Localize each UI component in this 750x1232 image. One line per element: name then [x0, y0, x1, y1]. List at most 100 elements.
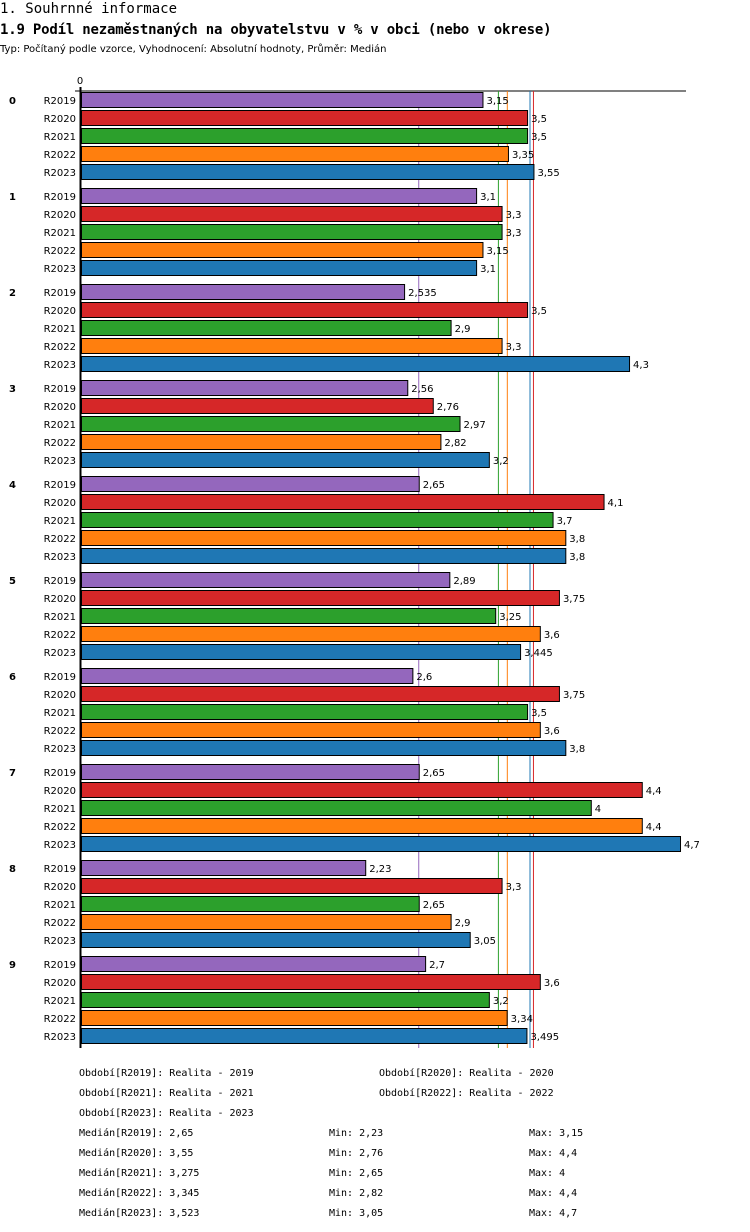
- bar-value-label: 3,25: [499, 612, 521, 623]
- bar-value-label: 2,9: [455, 918, 471, 929]
- bar-value-label: 2,6: [416, 672, 432, 683]
- series-label: R2019: [44, 672, 76, 683]
- category-label: 8: [9, 864, 16, 875]
- bar-r2023: [81, 644, 522, 660]
- series-label: R2021: [44, 420, 76, 431]
- stat-median-r2023: Medián[R2023]: 3,523: [79, 1208, 200, 1219]
- series-label: R2020: [44, 210, 76, 221]
- series-label: R2021: [44, 996, 76, 1007]
- bar-value-label: 4: [595, 804, 601, 815]
- bar-value-label: 2,23: [369, 864, 391, 875]
- bar-r2020: [81, 398, 434, 414]
- bar-value-label: 3,8: [569, 744, 585, 755]
- chart-title: 1.9 Podíl nezaměstnaných na obyvatelstvu…: [0, 22, 552, 38]
- stat-median-r2021: Medián[R2021]: 3,275: [79, 1168, 200, 1179]
- bar-value-label: 2,76: [437, 402, 459, 413]
- bar-r2022: [81, 338, 503, 354]
- series-label: R2019: [44, 960, 76, 971]
- bar-value-label: 2,65: [423, 900, 445, 911]
- section-title: 1. Souhrnné informace: [0, 1, 178, 17]
- bar-value-label: 3,15: [486, 96, 508, 107]
- legend-period-r2022: Období[R2022]: Realita - 2022: [379, 1088, 554, 1099]
- bar-value-label: 3,34: [511, 1014, 533, 1025]
- bar-value-label: 3,7: [557, 516, 573, 527]
- bar-value-label: 2,56: [411, 384, 433, 395]
- bar-r2020: [81, 686, 560, 702]
- series-label: R2022: [44, 918, 76, 929]
- bar-r2022: [81, 1010, 508, 1026]
- series-label: R2019: [44, 480, 76, 491]
- bar-value-label: 2,535: [408, 288, 437, 299]
- bar-value-label: 3,495: [530, 1032, 559, 1043]
- series-label: R2023: [44, 552, 76, 563]
- series-label: R2019: [44, 384, 76, 395]
- bar-r2019: [81, 92, 484, 108]
- series-label: R2021: [44, 900, 76, 911]
- bar-r2020: [81, 782, 643, 798]
- bar-value-label: 3,445: [524, 648, 553, 659]
- series-label: R2019: [44, 864, 76, 875]
- series-label: R2019: [44, 192, 76, 203]
- series-label: R2021: [44, 804, 76, 815]
- series-label: R2023: [44, 744, 76, 755]
- bar-r2021: [81, 704, 529, 720]
- bar-r2023: [81, 548, 567, 564]
- bar-value-label: 3,8: [569, 552, 585, 563]
- bar-r2023: [81, 932, 471, 948]
- bar-r2023: [81, 452, 490, 468]
- bar-value-label: 2,82: [444, 438, 466, 449]
- bar-r2022: [81, 242, 484, 258]
- series-label: R2019: [44, 288, 76, 299]
- series-label: R2022: [44, 726, 76, 737]
- series-label: R2021: [44, 708, 76, 719]
- bar-r2019: [81, 380, 409, 396]
- bar-r2021: [81, 512, 554, 528]
- bar-r2020: [81, 494, 605, 510]
- bar-r2021: [81, 992, 490, 1008]
- bar-value-label: 3,3: [506, 210, 522, 221]
- series-label: R2020: [44, 402, 76, 413]
- bar-value-label: 4,4: [646, 786, 662, 797]
- bar-r2019: [81, 956, 427, 972]
- bar-value-label: 3,6: [544, 726, 560, 737]
- bar-r2023: [81, 1028, 528, 1044]
- series-label: R2023: [44, 264, 76, 275]
- bar-value-label: 3,75: [563, 594, 585, 605]
- bar-value-label: 2,65: [423, 480, 445, 491]
- bar-value-label: 3,5: [531, 306, 547, 317]
- bar-value-label: 2,89: [453, 576, 475, 587]
- bar-value-label: 3,2: [493, 996, 509, 1007]
- series-label: R2022: [44, 246, 76, 257]
- series-label: R2019: [44, 768, 76, 779]
- bar-r2022: [81, 914, 452, 930]
- bar-r2022: [81, 722, 541, 738]
- series-label: R2021: [44, 228, 76, 239]
- series-label: R2020: [44, 786, 76, 797]
- series-label: R2021: [44, 516, 76, 527]
- series-label: R2022: [44, 150, 76, 161]
- bar-value-label: 3,35: [512, 150, 534, 161]
- bar-r2019: [81, 764, 420, 780]
- chart-subtitle: Typ: Počítaný podle vzorce, Vyhodnocení:…: [0, 44, 387, 55]
- series-label: R2019: [44, 96, 76, 107]
- bar-value-label: 4,1: [608, 498, 624, 509]
- bar-r2023: [81, 740, 567, 756]
- bar-r2022: [81, 530, 567, 546]
- axis-zero-label: 0: [77, 76, 83, 87]
- legend-period-r2023: Období[R2023]: Realita - 2023: [79, 1108, 254, 1119]
- series-label: R2022: [44, 342, 76, 353]
- bar-r2023: [81, 260, 478, 276]
- bar-value-label: 3,3: [506, 882, 522, 893]
- bar-r2020: [81, 590, 560, 606]
- stat-max-r2021: Max: 4: [529, 1168, 566, 1179]
- bar-r2019: [81, 188, 478, 204]
- bar-value-label: 3,75: [563, 690, 585, 701]
- bar-r2020: [81, 110, 529, 126]
- series-label: R2021: [44, 612, 76, 623]
- bar-r2019: [81, 476, 420, 492]
- category-label: 4: [9, 480, 16, 491]
- category-label: 6: [9, 672, 16, 683]
- series-label: R2022: [44, 438, 76, 449]
- bar-r2020: [81, 974, 541, 990]
